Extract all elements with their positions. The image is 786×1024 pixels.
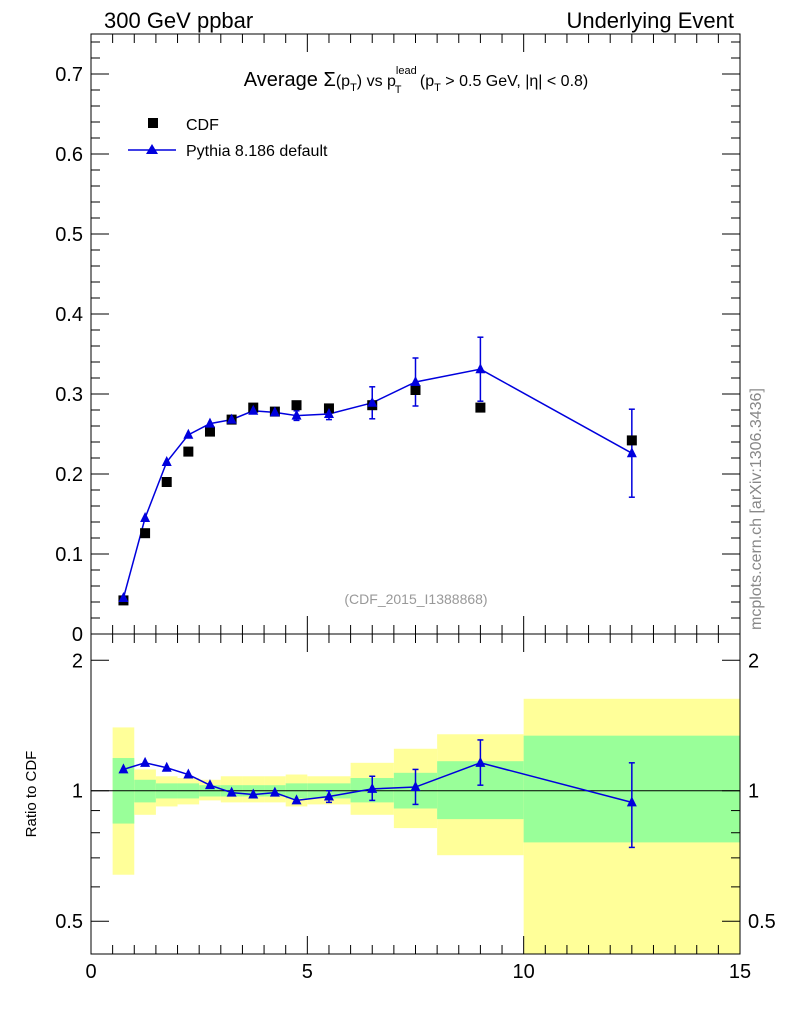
main-y-tick-label: 0.7 <box>55 64 83 86</box>
ratio-point <box>161 761 172 772</box>
ratio-data-layer <box>118 739 637 849</box>
ratio-y-tick-label-right: 1 <box>748 781 759 803</box>
pythia-point <box>183 428 194 439</box>
header-right-label: Underlying Event <box>566 8 734 33</box>
ratio-point <box>118 763 129 774</box>
title-vs: ) vs p <box>357 73 396 90</box>
main-plot-panel: Average Σ(pT) vs plead T (pT > 0.5 GeV, |… <box>55 33 741 646</box>
ratio-x-tick-label: 10 <box>513 961 535 983</box>
ratio-point <box>475 756 486 767</box>
legend-pythia-marker <box>146 144 158 154</box>
pythia-point <box>626 447 637 458</box>
ratio-plot-panel: 0.5 0.5 1 1 2 2 0 5 10 15 Ratio to CDF <box>23 633 776 983</box>
main-y-tick-label: 0.6 <box>55 144 83 166</box>
pythia-point <box>367 396 378 407</box>
ratio-ylabel: Ratio to CDF <box>23 751 40 838</box>
title-cond-rest: > 0.5 GeV, |η| < 0.8) <box>441 73 588 90</box>
ratio-point <box>367 782 378 793</box>
pythia-point <box>140 512 151 522</box>
ratio-point <box>140 756 151 767</box>
pythia-point <box>475 363 486 374</box>
ratio-y-tick-label-right: 2 <box>748 650 759 672</box>
ratio-y-tick-label: 2 <box>72 650 83 672</box>
ratio-axes: 0.5 0.5 1 1 2 2 0 5 10 15 <box>55 634 776 983</box>
main-data-layer <box>118 336 637 606</box>
title-sub-t3: T <box>434 82 441 94</box>
title-pt-open: (p <box>336 73 350 90</box>
ratio-point <box>291 794 302 805</box>
ratio-x-tick-label: 15 <box>729 961 751 983</box>
main-title: Average Σ(pT) vs plead T (pT > 0.5 GeV, |… <box>244 65 588 96</box>
ratio-point <box>248 788 259 799</box>
pythia-line <box>122 368 633 599</box>
title-sup-lead: lead <box>396 65 417 77</box>
pythia-point <box>118 592 129 602</box>
ratio-point <box>183 768 194 779</box>
main-y-tick-label: 0.2 <box>55 464 83 486</box>
cdf-point <box>410 385 421 395</box>
pythia-point <box>291 409 302 420</box>
title-sub-t: T <box>350 82 357 94</box>
main-y-tick-label: 0.3 <box>55 384 83 406</box>
cdf-point <box>475 402 486 413</box>
main-y-tick-label: 0.1 <box>55 544 83 566</box>
ratio-y-tick-label-right: 0.5 <box>748 911 776 933</box>
title-sigma: Σ <box>323 69 335 91</box>
cdf-point <box>291 400 302 411</box>
ratio-point <box>626 796 637 807</box>
legend-cdf-label: CDF <box>186 117 219 134</box>
ratio-x-tick-label: 5 <box>302 961 313 983</box>
ratio-uncertainty-bands <box>112 698 740 954</box>
ratio-y-tick-label: 1 <box>72 781 83 803</box>
pythia-point <box>226 413 237 424</box>
pythia-point <box>269 406 280 417</box>
pythia-point <box>204 417 215 428</box>
pythia-point <box>248 404 259 415</box>
ratio-point <box>269 786 280 797</box>
main-y-tick-label: 0.4 <box>55 304 83 326</box>
main-y-tick-label-zero: 0 <box>72 624 83 646</box>
cdf-point <box>183 446 194 457</box>
analysis-watermark: (CDF_2015_I1388868) <box>344 591 487 607</box>
main-axes: 0.1 0.2 0.3 0.4 0.5 0.6 0.7 0 <box>55 34 741 646</box>
header-left-label: 300 GeV ppbar <box>104 8 254 33</box>
cdf-point <box>140 528 151 539</box>
pythia-point <box>410 376 421 386</box>
ratio-point <box>323 790 334 801</box>
legend-pythia-label: Pythia 8.186 default <box>186 143 328 160</box>
legend: CDF Pythia 8.186 default <box>128 117 328 160</box>
ratio-frame <box>90 633 741 955</box>
ratio-y-tick-label: 0.5 <box>55 911 83 933</box>
ratio-point <box>226 786 237 797</box>
ratio-point <box>204 779 215 790</box>
cdf-point <box>626 435 637 446</box>
legend-cdf-marker <box>148 118 158 128</box>
pythia-point <box>161 456 172 466</box>
main-y-tick-label: 0.5 <box>55 224 83 246</box>
ratio-x-tick-label: 0 <box>85 961 96 983</box>
pythia-point <box>323 408 334 418</box>
title-sub-t2: T <box>395 84 402 96</box>
cdf-point <box>204 426 215 437</box>
ratio-point <box>410 781 421 792</box>
title-cond-open: (p <box>415 73 434 90</box>
cdf-point <box>161 477 172 487</box>
title-prefix: Average <box>244 69 324 91</box>
ratio-line <box>123 762 633 804</box>
